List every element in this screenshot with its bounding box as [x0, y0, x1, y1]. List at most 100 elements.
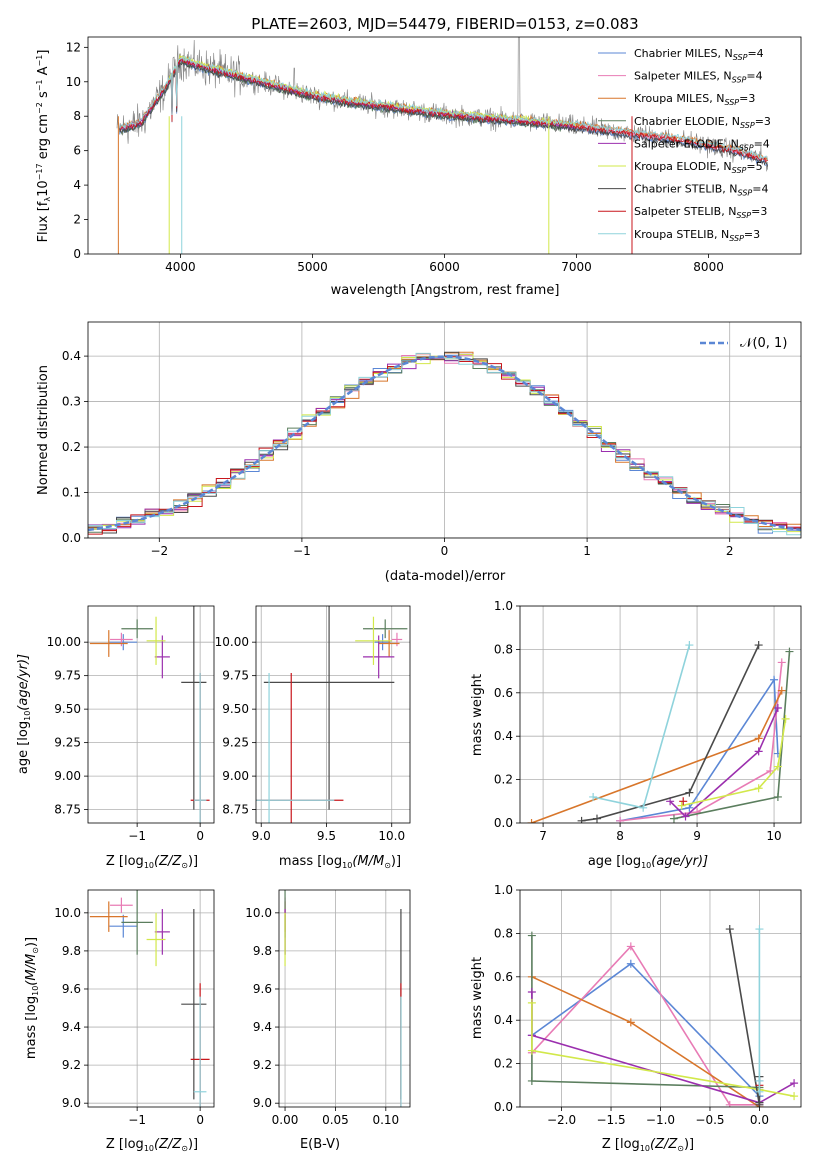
wZ-point-chabrier-stelib-3: [755, 1098, 764, 1107]
massZ-x-label: Z [log10(Z/Z⊙)]: [106, 1137, 198, 1153]
spectrum-panel: PLATE=2603, MJD=54479, FIBERID=0153, z=0…: [35, 15, 802, 298]
massZ-errorbar-kroupa-elodie: [146, 912, 166, 967]
ageM-xtick-label-0: 9.0: [252, 829, 271, 843]
legend-label-7: Salpeter STELIB, NSSP=3: [634, 205, 767, 220]
histogram-xtick-label-2: 0: [441, 544, 449, 558]
ageZ-errorbar-chabrier-elodie: [121, 619, 153, 639]
spectrum-y-label: Flux [fλ10−17 erg cm−2 s−1 A−1]: [35, 50, 52, 243]
histogram-ytick-label-0: 0.0: [62, 531, 81, 545]
massZ-errorbar-chabrier-miles: [109, 914, 138, 938]
mass-vs-extinction-panel: 0.00 0.05 0.10 9.0 9.2 9.4 9.6 9.8 10.0 E(B-V): [245, 889, 411, 1152]
massE-x-label: E(B-V): [300, 1137, 340, 1152]
wZ-xtick-label-0: −2.0: [547, 1113, 576, 1127]
massZ-axes-frame: [87, 889, 215, 1108]
ageZ-errorbar-chabrier-stelib: [181, 606, 207, 810]
massZ-y-label: mass [log10(M/M⊙)]: [24, 937, 40, 1059]
wZ-ytick-label-4: 0.8: [494, 926, 513, 940]
wZ-ytick-label-5: 1.0: [494, 883, 513, 897]
wZ-xtick-label-2: −1.0: [646, 1113, 675, 1127]
ageM-errorbar-chabrier-stelib: [263, 606, 395, 810]
ageM-axes-frame: [255, 605, 411, 824]
spectrum-xtick-label-4: 8000: [693, 260, 724, 274]
ageM-xtick-label-1: 9.5: [317, 829, 336, 843]
ageM-errorbar-chabrier-miles: [374, 634, 391, 651]
spectrum-legend: Chabrier MILES, NSSP=4 Salpeter MILES, NS…: [598, 47, 771, 243]
legend-label-8: Kroupa STELIB, NSSP=3: [634, 228, 760, 243]
ageZ-axes-frame: [87, 605, 215, 824]
normal-distribution-curve: [88, 355, 801, 532]
histogram-ytick-label-2: 0.2: [62, 440, 81, 454]
wAge-point-kroupa-miles-0: [527, 819, 536, 823]
wAge-point-salpeter-miles-0: [616, 816, 625, 823]
wZ-point-kroupa-elodie-0: [527, 998, 536, 1007]
ageZ-ytick-label-3: 9.50: [54, 702, 81, 716]
massE-ytick-label-5: 10.0: [245, 906, 272, 920]
histogram-ytick-label-4: 0.4: [62, 349, 81, 363]
ageZ-plot-area: [88, 606, 214, 823]
wZ-point-kroupa-miles-1: [626, 1018, 635, 1027]
massE-ytick-label-0: 9.0: [253, 1096, 272, 1110]
legend-label-0: Chabrier MILES, NSSP=4: [634, 47, 764, 62]
wAge-line-salpeter-miles: [620, 662, 783, 822]
wAge-point-kroupa-stelib-1: [639, 803, 648, 812]
weight-vs-age-panel: 7 8 9 10 0.0 0.2 0.4 0.6 0.8 1.0 age [log10(age/y…: [470, 599, 802, 870]
massE-ytick-label-1: 9.2: [253, 1058, 272, 1072]
ageZ-x-label: Z [log10(Z/Z⊙)]: [106, 854, 198, 870]
wZ-point-salpeter-elodie-3: [790, 1079, 799, 1088]
spectrum-axes-frame: [87, 36, 802, 255]
ageZ-ytick-label-1: 9.00: [54, 769, 81, 783]
massZ-errorbar-kroupa-miles: [89, 901, 128, 932]
wAge-xtick-label-3: 10: [766, 829, 781, 843]
massZ-errorbar-kroupa-stelib: [193, 996, 207, 1107]
wAge-point-kroupa-miles-2: [777, 686, 786, 695]
legend-label-6: Chabrier STELIB, NSSP=4: [634, 183, 768, 198]
wZ-point-salpeter-miles-1: [626, 942, 635, 951]
wAge-point-chabrier-elodie-2: [785, 647, 794, 656]
ageZ-errorbar-kroupa-elodie: [146, 616, 166, 665]
spectrum-ytick-label-5: 10: [66, 75, 81, 89]
histogram-xtick-label-3: 1: [583, 544, 591, 558]
massE-axes-frame: [278, 889, 411, 1108]
ageM-errorbar-salpeter-elodie: [363, 635, 395, 679]
wZ-y-label: mass weight: [470, 957, 485, 1039]
wZ-point-kroupa-stelib-2: [755, 1087, 764, 1096]
ageZ-xtick-label-0: −1: [128, 829, 146, 843]
wAge-point-chabrier-elodie-0: [669, 814, 678, 823]
histogram-y-label: Normed distribution: [36, 365, 51, 495]
histogram-kroupa-stelib: [88, 352, 801, 536]
massZ-ytick-label-0: 9.0: [62, 1096, 81, 1110]
ageM-ytick-label-0: 8.75: [222, 803, 249, 817]
weight-vs-metallicity-panel: −2.0 −1.5 −1.0 −0.5 0.0 0.0 0.2 0.4 0.6 0.8 1.0 Z …: [470, 883, 802, 1153]
ageM-ytick-label-5: 10.00: [215, 635, 249, 649]
wAge-axes-frame: [519, 605, 802, 824]
wAge-xtick-label-1: 8: [616, 829, 624, 843]
massE-ytick-label-4: 9.8: [253, 944, 272, 958]
wAge-point-salpeter-elodie-1: [681, 812, 690, 821]
spectrum-ytick-label-4: 8: [73, 109, 81, 123]
ageM-errorbar-kroupa-elodie: [355, 616, 392, 665]
mass-vs-metallicity-panel: −1 0 9.0 9.2 9.4 9.6 9.8 10.0 Z [log10(Z/Z⊙)] m…: [24, 889, 215, 1153]
ageZ-errorbar-salpeter-elodie: [154, 635, 170, 679]
wZ-xtick-label-3: −0.5: [695, 1113, 724, 1127]
model-spectrum-salpeter-stelib: [119, 57, 768, 163]
wAge-point-kroupa-stelib-0: [589, 792, 598, 801]
wAge-ytick-label-3: 0.6: [494, 686, 513, 700]
wZ-line-kroupa-elodie: [531, 1002, 795, 1097]
wAge-point-salpeter-miles-2: [766, 766, 775, 775]
ageM-errorbar-kroupa-miles: [378, 630, 400, 657]
ageM-ytick-label-3: 9.50: [222, 702, 249, 716]
histogram-xtick-label-0: −2: [150, 544, 168, 558]
massE-plot-area: [279, 890, 410, 1107]
ageZ-xtick-label-1: 0: [196, 829, 204, 843]
massZ-errorbar-chabrier-elodie: [121, 890, 153, 955]
wAge-point-salpeter-elodie-2: [754, 747, 763, 756]
wAge-point-chabrier-miles-2: [770, 675, 779, 684]
ageM-plot-area: [256, 606, 410, 823]
age-vs-metallicity-panel: −1 0 8.75 9.00 9.25 9.50 9.75 10.00 Z [log10(Z/…: [16, 605, 215, 870]
wAge-point-kroupa-elodie-0: [677, 801, 686, 810]
ageM-errorbar-kroupa-stelib: [256, 672, 335, 823]
wAge-point-salpeter-elodie-3: [773, 703, 782, 712]
massE-ytick-label-2: 9.4: [253, 1020, 272, 1034]
spectrum-x-label: wavelength [Angstrom, rest frame]: [331, 283, 560, 298]
spectrum-plot-area: [116, 37, 769, 254]
